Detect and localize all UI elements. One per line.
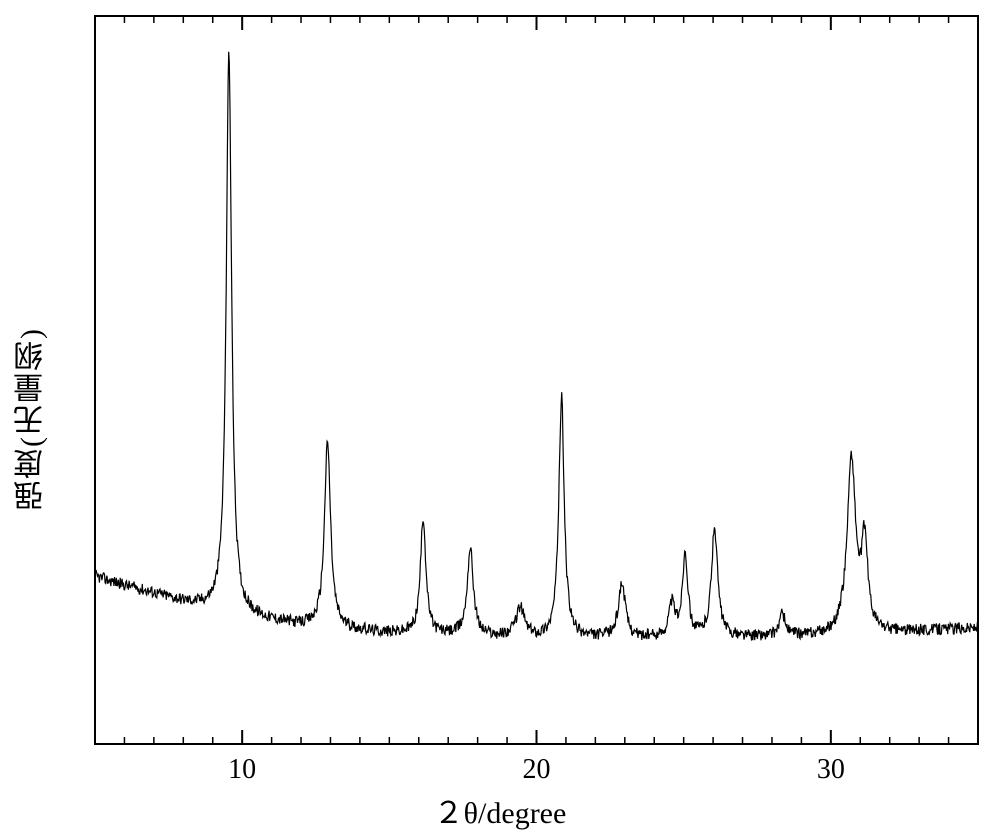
chart-svg: 10 20 30 [0, 0, 1000, 838]
svg-text:20: 20 [523, 754, 551, 785]
svg-text:10: 10 [228, 754, 256, 785]
svg-text:30: 30 [817, 754, 845, 785]
x-axis-label: ２θ/degree [434, 788, 567, 832]
xrd-chart: 10 20 30 强度(无量纲) ２θ/degree [0, 0, 1000, 838]
y-axis-label: 强度(无量纲) [10, 327, 54, 511]
